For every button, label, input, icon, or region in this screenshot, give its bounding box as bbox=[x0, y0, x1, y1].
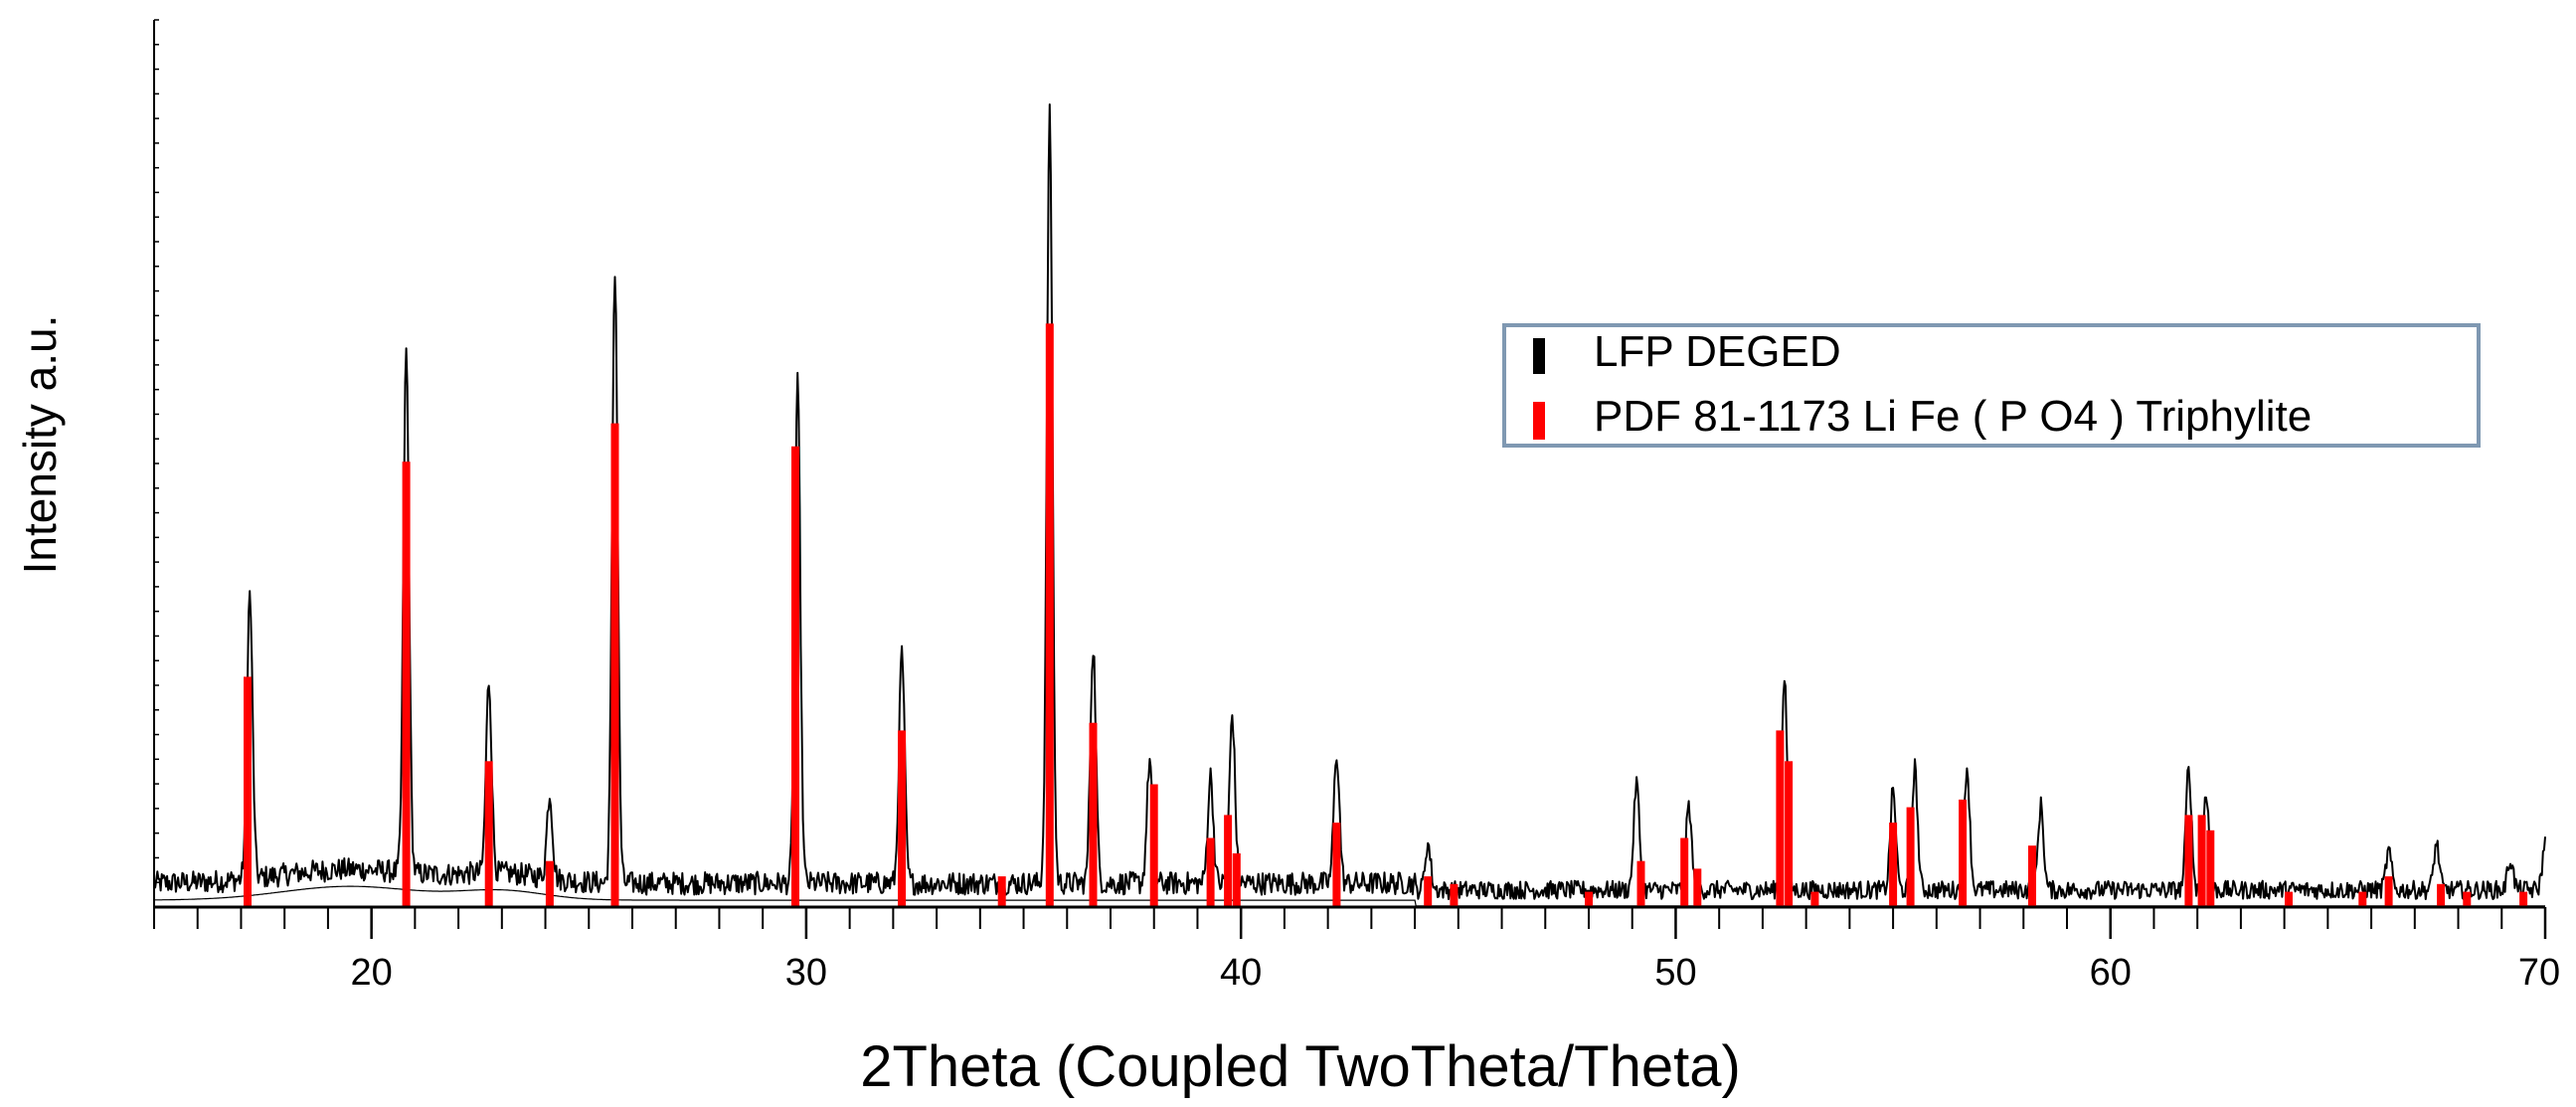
reference-stick bbox=[1332, 823, 1341, 907]
reference-stick bbox=[1959, 799, 1968, 907]
reference-stick bbox=[2463, 891, 2472, 907]
reference-stick bbox=[2437, 883, 2446, 907]
legend-frame bbox=[1502, 323, 2481, 448]
x-tick-label: 50 bbox=[1654, 952, 1696, 994]
reference-stick bbox=[1906, 807, 1915, 907]
reference-stick bbox=[1889, 823, 1898, 907]
reference-stick bbox=[2519, 891, 2528, 907]
reference-stick bbox=[1585, 891, 1593, 907]
reference-stick bbox=[1224, 815, 1233, 907]
legend: LFP DEGED PDF 81-1173 Li Fe ( P O4 ) Tri… bbox=[1502, 323, 2481, 448]
x-tick-label: 40 bbox=[1220, 952, 1262, 994]
reference-stick bbox=[2285, 891, 2293, 907]
legend-swatch-measured bbox=[1533, 338, 1545, 374]
reference-stick bbox=[244, 676, 252, 907]
reference-stick bbox=[1680, 837, 1689, 907]
x-axis-ticks: 20 30 40 50 60 70 bbox=[153, 907, 2560, 994]
y-axis-ticks bbox=[154, 19, 159, 908]
reference-stick bbox=[484, 761, 493, 907]
reference-stick bbox=[2184, 815, 2193, 907]
x-tick-label: 70 bbox=[2518, 952, 2560, 994]
plot-area bbox=[153, 103, 2546, 907]
reference-stick bbox=[1424, 876, 1433, 907]
reference-stick bbox=[2028, 845, 2036, 907]
x-axis: 20 30 40 50 60 70 bbox=[153, 905, 2560, 994]
x-axis-title: 2Theta (Coupled TwoTheta/Theta) bbox=[860, 1034, 1741, 1099]
reference-stick bbox=[1810, 891, 1819, 907]
reference-stick bbox=[1693, 868, 1702, 907]
y-axis bbox=[153, 19, 159, 908]
reference-stick bbox=[997, 876, 1006, 907]
y-axis-title: Intensity a.u. bbox=[14, 315, 66, 575]
reference-stick bbox=[1785, 761, 1794, 907]
reference-stick bbox=[1149, 784, 1158, 907]
reference-stick bbox=[791, 446, 799, 907]
reference-stick bbox=[2206, 830, 2215, 907]
x-tick-label: 30 bbox=[785, 952, 827, 994]
reference-stick bbox=[898, 730, 907, 907]
reference-stick bbox=[2197, 815, 2206, 907]
measured-series-layer bbox=[153, 103, 2546, 907]
reference-stick bbox=[610, 423, 619, 907]
legend-label-measured: LFP DEGED bbox=[1594, 327, 1841, 376]
reference-stick bbox=[545, 860, 554, 907]
reference-stick bbox=[1636, 860, 1645, 907]
measured-series-line bbox=[153, 103, 2546, 900]
reference-stick bbox=[2358, 891, 2367, 907]
reference-stick bbox=[402, 461, 411, 907]
x-tick-label: 60 bbox=[2090, 952, 2132, 994]
reference-stick bbox=[2384, 876, 2393, 907]
reference-stick bbox=[1089, 722, 1098, 907]
reference-stick bbox=[1206, 837, 1215, 907]
legend-label-reference: PDF 81-1173 Li Fe ( P O4 ) Triphylite bbox=[1594, 392, 2312, 441]
reference-stick bbox=[1450, 883, 1459, 907]
reference-stick bbox=[1776, 730, 1785, 907]
legend-swatch-reference bbox=[1533, 402, 1545, 440]
x-tick-label: 20 bbox=[350, 952, 392, 994]
reference-stick bbox=[1232, 853, 1241, 907]
reference-sticks-layer bbox=[244, 323, 2528, 907]
reference-stick bbox=[1045, 323, 1054, 907]
